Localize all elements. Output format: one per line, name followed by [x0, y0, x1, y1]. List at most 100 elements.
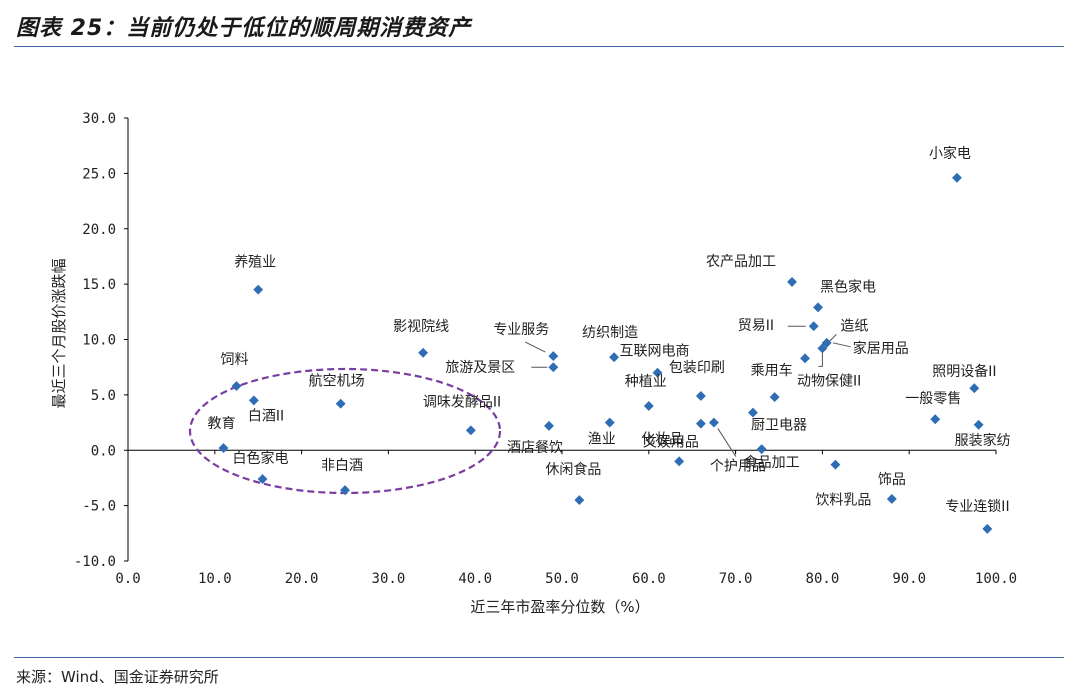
data-point [257, 474, 268, 484]
data-point [951, 172, 962, 183]
y-axis-label: 最近三个月股价涨跌幅 [50, 258, 68, 408]
x-tick-label: 80.0 [806, 571, 840, 587]
data-point [253, 284, 264, 295]
data-label: 照明设备II [932, 363, 996, 380]
data-label: 休闲食品 [545, 461, 601, 478]
data-point [548, 362, 559, 373]
data-label: 纺织制造 [582, 325, 638, 341]
data-point [218, 443, 229, 453]
data-point [969, 383, 980, 394]
data-label: 养殖业 [234, 254, 276, 271]
source-note: 来源：Wind、国金证券研究所 [16, 668, 219, 686]
data-point [548, 351, 559, 362]
data-label: 动物保健II [797, 373, 861, 389]
data-point [886, 494, 897, 504]
data-label: 个护用品 [710, 459, 766, 475]
data-label: 互联网电商 [619, 344, 689, 360]
y-tick-label: -5.0 [82, 499, 116, 515]
data-label: 厨卫电器 [751, 418, 807, 434]
data-point [674, 456, 685, 467]
data-label: 造纸 [840, 318, 868, 334]
x-tick-label: 90.0 [892, 571, 926, 587]
data-point [335, 398, 346, 409]
data-label: 小家电 [929, 145, 971, 162]
data-label: 化妆品 [641, 431, 683, 447]
data-point [787, 276, 797, 287]
title-rule [14, 46, 1064, 47]
label-leader-line [525, 341, 546, 353]
data-label: 黑色家电 [820, 278, 876, 295]
data-point [830, 459, 841, 470]
data-point [544, 420, 554, 431]
y-tick-label: 5.0 [91, 388, 116, 404]
data-point [769, 392, 780, 403]
label-leader-line [717, 428, 737, 457]
x-tick-label: 50.0 [545, 571, 579, 587]
y-tick-label: 25.0 [82, 166, 116, 182]
data-point [982, 523, 993, 534]
data-point [643, 401, 654, 411]
data-point [248, 395, 259, 406]
data-point [756, 444, 767, 455]
data-label: 食品加工 [744, 454, 800, 471]
data-label: 服装家纺 [955, 432, 1011, 449]
data-label: 白色家电 [233, 450, 289, 467]
y-tick-label: 10.0 [82, 333, 116, 349]
x-tick-label: 70.0 [719, 571, 753, 587]
y-tick-label: -10.0 [74, 554, 116, 570]
figure-title: 图表 25：当前仍处于低位的顺周期消费资产 [16, 16, 472, 41]
data-label: 家居用品 [853, 340, 909, 357]
y-tick-label: 0.0 [91, 443, 116, 459]
data-label: 文娱用品 [643, 435, 699, 451]
data-label: 专业服务 [493, 322, 549, 338]
data-point [808, 321, 819, 332]
y-tick-label: 30.0 [82, 111, 116, 127]
data-label: 农产品加工 [706, 254, 776, 270]
data-point [973, 419, 984, 430]
data-point [609, 352, 620, 363]
data-label: 饰品 [878, 472, 906, 488]
data-point [813, 302, 824, 313]
x-tick-label: 60.0 [632, 571, 666, 587]
data-point [695, 418, 706, 429]
data-points [218, 172, 993, 534]
data-point [695, 391, 706, 401]
data-point [748, 407, 758, 418]
data-label: 非白酒 [321, 458, 363, 474]
data-label: 影视院线 [393, 319, 449, 335]
data-label: 白酒II [248, 408, 284, 424]
data-label: 包装印刷 [669, 360, 725, 376]
data-point [800, 353, 810, 364]
x-axis-label: 近三年市盈率分位数（%） [470, 598, 649, 616]
data-label: 乘用车 [751, 362, 793, 379]
data-label: 专业连锁II [945, 499, 1009, 515]
data-point [604, 417, 615, 428]
x-tick-label: 30.0 [372, 571, 406, 587]
data-label: 调味发酵品II [423, 394, 501, 410]
data-point [708, 417, 719, 428]
data-label: 航空机场 [309, 374, 365, 390]
x-tick-label: 0.0 [115, 571, 140, 587]
x-tick-label: 10.0 [198, 571, 232, 587]
data-label: 饲料 [221, 352, 249, 368]
data-point [340, 485, 350, 496]
data-point [652, 367, 663, 378]
y-tick-label: 15.0 [82, 277, 116, 293]
data-label: 教育 [207, 416, 235, 432]
data-point [930, 414, 941, 425]
axes: 30.025.020.015.010.05.00.0-5.0-10.00.0 10… [50, 111, 1017, 587]
data-label: 旅游及景区 [445, 360, 515, 376]
data-label: 渔业 [588, 432, 616, 448]
data-label: 种植业 [625, 374, 667, 390]
y-tick-label: 20.0 [82, 222, 116, 238]
data-point [231, 381, 242, 391]
data-label: 一般零售 [905, 391, 961, 407]
footer-rule [14, 657, 1064, 658]
scatter-chart: 30.025.020.015.010.05.00.0-5.0-10.00.0 10… [50, 111, 1017, 616]
data-label: 贸易II [738, 318, 774, 334]
x-tick-label: 40.0 [458, 571, 492, 587]
label-leader-line [832, 342, 851, 348]
data-point [821, 337, 832, 348]
x-tick-label: 100.0 [975, 571, 1017, 587]
